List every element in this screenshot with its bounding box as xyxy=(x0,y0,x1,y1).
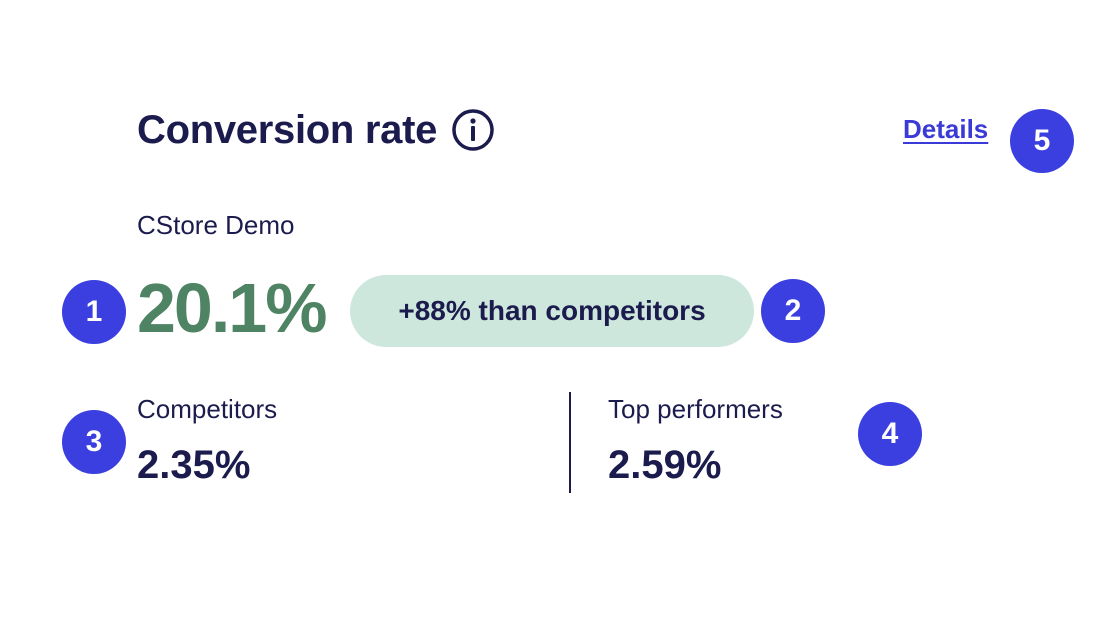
competitors-value: 2.35% xyxy=(137,443,251,487)
info-icon[interactable] xyxy=(451,108,495,152)
store-name: CStore Demo xyxy=(137,210,295,240)
marker-4: 4 xyxy=(858,402,922,466)
page-title: Conversion rate xyxy=(137,107,438,152)
divider xyxy=(569,392,571,493)
details-link[interactable]: Details xyxy=(903,114,989,144)
widget-header: Conversion rate xyxy=(137,104,495,156)
top-performers-label: Top performers xyxy=(608,394,783,424)
comparison-badge: +88% than competitors xyxy=(350,275,754,347)
marker-2: 2 xyxy=(761,279,825,343)
marker-1: 1 xyxy=(62,280,126,344)
marker-5: 5 xyxy=(1010,109,1074,173)
conversion-rate-value: 20.1% xyxy=(137,269,327,347)
marker-3: 3 xyxy=(62,410,126,474)
top-performers-value: 2.59% xyxy=(608,443,722,487)
comparison-text: +88% than competitors xyxy=(398,295,706,326)
competitors-label: Competitors xyxy=(137,394,278,424)
